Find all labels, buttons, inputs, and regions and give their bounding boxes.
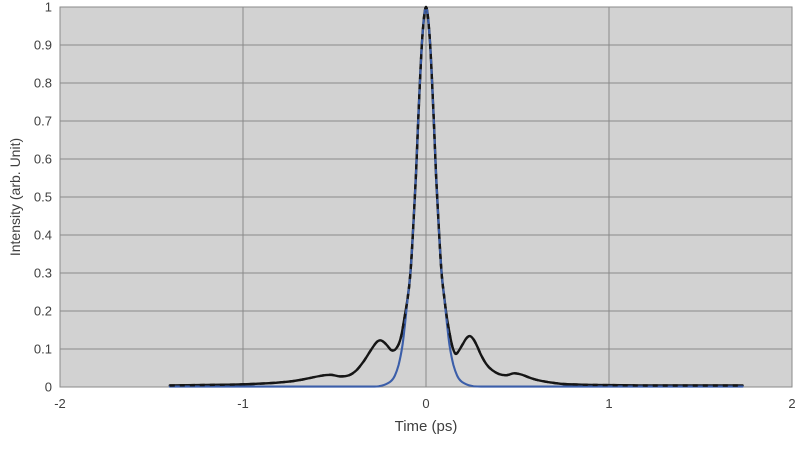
y-axis-title: Intensity (arb. Unit) (7, 137, 23, 257)
y-tick-label: 0.6 (34, 152, 52, 167)
x-tick-label: -2 (54, 396, 66, 411)
x-tick-label: -1 (237, 396, 249, 411)
y-tick-label: 0.8 (34, 76, 52, 91)
y-tick-label: 0.3 (34, 266, 52, 281)
series-measured-pulse-dashes (169, 5, 743, 387)
y-tick-label: 0.1 (34, 342, 52, 357)
x-tick-label: 2 (788, 396, 795, 411)
y-tick-label: 0 (45, 380, 52, 395)
x-tick-label: 0 (422, 396, 429, 411)
y-tick-label: 1 (45, 0, 52, 15)
y-tick-label: 0.4 (34, 228, 52, 243)
x-tick-label: 1 (605, 396, 612, 411)
y-tick-label: 0.7 (34, 114, 52, 129)
y-tick-label: 0.5 (34, 190, 52, 205)
x-axis-title: Time (ps) (394, 418, 458, 435)
y-tick-label: 0.9 (34, 38, 52, 53)
y-tick-label: 0.2 (34, 304, 52, 319)
